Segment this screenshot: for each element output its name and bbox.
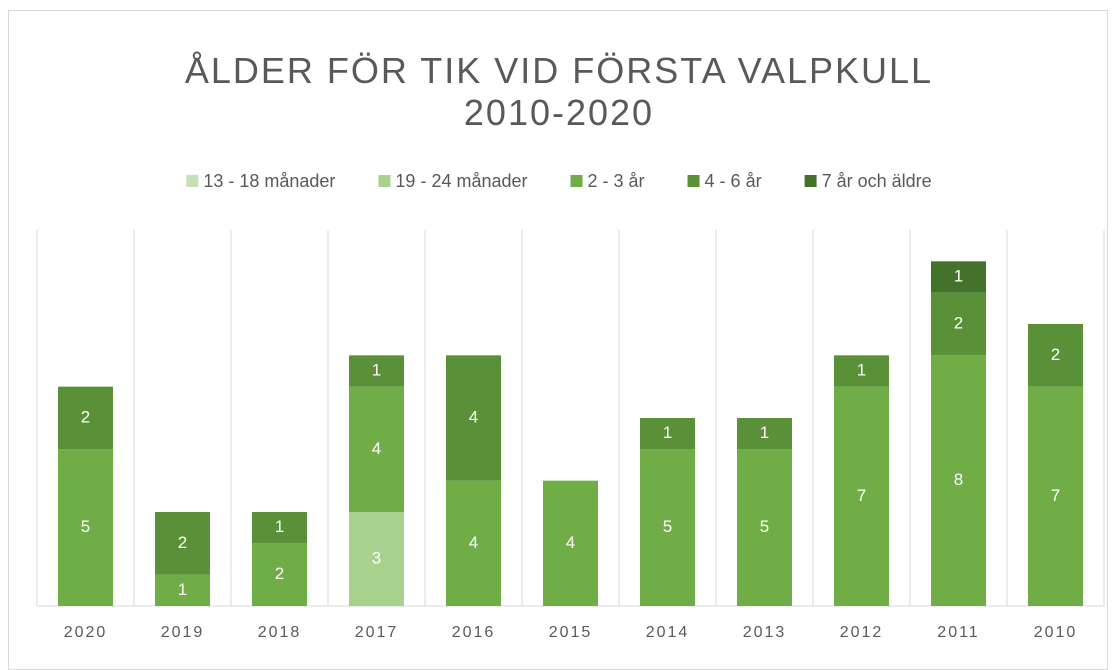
bar-segment [931, 292, 986, 356]
bar-segment [252, 543, 307, 606]
legend-swatch [804, 175, 817, 187]
legend-label: 7 år och äldre [822, 171, 932, 191]
legend-label: 19 - 24 månader [395, 171, 527, 191]
data-label: 4 [469, 407, 478, 426]
bar-segment [58, 386, 113, 450]
legend-swatch [687, 175, 700, 187]
data-label: 2 [1051, 345, 1060, 364]
bar-segment [931, 355, 986, 606]
x-tick-label: 2011 [937, 624, 979, 641]
bar-segment [640, 418, 695, 450]
data-label: 4 [372, 439, 381, 458]
x-tick-label: 2018 [258, 624, 302, 641]
legend-swatch [186, 175, 199, 187]
data-label: 1 [760, 423, 769, 442]
x-tick-label: 2013 [743, 624, 787, 641]
data-label: 2 [275, 564, 284, 583]
data-label: 3 [372, 548, 381, 567]
legend-label: 13 - 18 månader [203, 171, 335, 191]
bar-segment [446, 480, 501, 606]
legend-label: 2 - 3 år [588, 171, 645, 191]
data-label: 1 [372, 360, 381, 379]
x-tick-label: 2020 [64, 624, 108, 641]
data-label: 7 [1051, 486, 1060, 505]
legend-swatch [570, 175, 583, 187]
data-label: 5 [663, 517, 672, 536]
data-label: 1 [954, 266, 963, 285]
x-tick-label: 2019 [161, 624, 205, 641]
legend-swatch [378, 175, 391, 187]
x-tick-label: 2015 [549, 624, 593, 641]
bar-segment [349, 386, 404, 512]
bar-segment [543, 480, 598, 606]
data-label: 1 [663, 423, 672, 442]
data-label: 4 [469, 533, 478, 552]
bar-segment [1028, 386, 1083, 606]
data-label: 8 [954, 470, 963, 489]
bar-segment [446, 355, 501, 481]
bar-segment [155, 512, 210, 575]
data-label: 7 [857, 486, 866, 505]
bar-segment [1028, 324, 1083, 387]
data-label: 2 [954, 313, 963, 332]
data-label: 5 [81, 517, 90, 536]
data-label: 5 [760, 517, 769, 536]
x-tick-label: 2012 [840, 624, 884, 641]
x-tick-label: 2016 [452, 624, 496, 641]
bar-segment [737, 418, 792, 450]
bar-segment [931, 261, 986, 293]
legend-label: 4 - 6 år [705, 171, 762, 191]
x-tick-label: 2017 [355, 624, 399, 641]
bar-segment [834, 386, 889, 606]
chart-title: ÅLDER FÖR TIK VID FÖRSTA VALPKULL 2010-2… [184, 50, 934, 133]
data-label: 2 [81, 407, 90, 426]
bar-segment [737, 449, 792, 606]
data-label: 4 [566, 533, 575, 552]
data-label: 1 [857, 360, 866, 379]
bar-segment [252, 512, 307, 544]
bar-segment [58, 449, 113, 606]
data-label: 2 [178, 533, 187, 552]
bar-segment [349, 355, 404, 387]
bar-segment [640, 449, 695, 606]
x-tick-label: 2014 [646, 624, 690, 641]
data-label: 1 [178, 580, 187, 599]
data-label: 1 [275, 517, 284, 536]
bar-segment [834, 355, 889, 387]
bar-segment [155, 574, 210, 606]
bar-segment [349, 512, 404, 606]
x-tick-label: 2010 [1034, 624, 1078, 641]
